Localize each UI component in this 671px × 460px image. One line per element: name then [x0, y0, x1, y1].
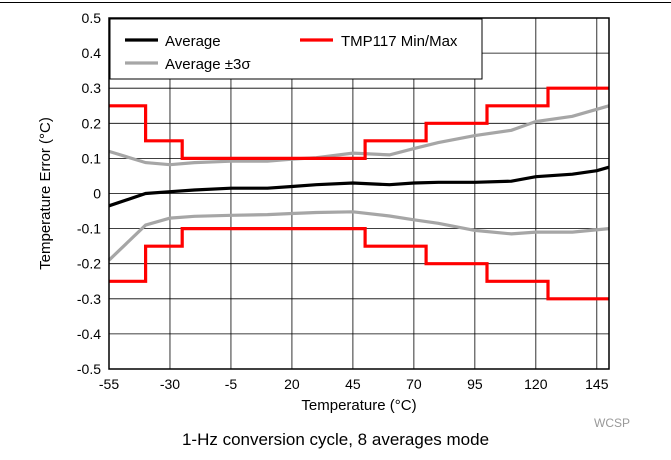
plot-frame — [108, 17, 610, 370]
y-tick-label: 0.5 — [82, 10, 102, 26]
y-tick-label: 0.4 — [82, 45, 102, 61]
x-axis-title: Temperature (°C) — [301, 397, 416, 414]
x-tick-label: 120 — [524, 376, 548, 392]
sigma-band-line — [108, 104, 610, 167]
legend-label: Average — [165, 33, 221, 50]
y-tick-label: -0.5 — [77, 361, 101, 377]
chart: -55 -30 -5 20 45 70 95 120 145 -0.5 -0.4 -0.3 -0.2 -0… — [37, 10, 610, 414]
legend: Average TMP117 Min/Max Average ±3σ — [109, 18, 483, 80]
tick-labels: -55 -30 -5 20 45 70 95 120 145 -0.5 -0.4 -0.3 -0.2 -0… — [77, 10, 609, 392]
legend-label: TMP117 Min/Max — [341, 33, 458, 50]
y-tick-label: -0.2 — [77, 256, 101, 272]
x-tick-label: -5 — [225, 376, 238, 392]
x-tick-label: -55 — [99, 376, 119, 392]
wcsp-label: WCSP — [594, 416, 630, 430]
y-tick-label: 0.1 — [82, 150, 102, 166]
y-tick-label: -0.4 — [77, 326, 101, 342]
caption: 1-Hz conversion cycle, 8 averages mode — [181, 430, 490, 449]
average-line — [108, 165, 610, 208]
x-tick-label: 20 — [284, 376, 300, 392]
x-tick-label: 95 — [467, 376, 483, 392]
legend-label: Average ±3σ — [165, 56, 251, 73]
y-tick-label: 0.3 — [82, 80, 102, 96]
x-tick-label: 45 — [345, 376, 361, 392]
y-tick-label: -0.1 — [77, 221, 101, 237]
y-axis-title: Temperature Error (°C) — [37, 117, 54, 270]
top-rule — [0, 2, 671, 3]
x-tick-label: -30 — [160, 376, 180, 392]
minmax-step-line — [109, 227, 609, 301]
y-tick-label: 0.2 — [82, 115, 102, 131]
series-layer — [107, 86, 610, 301]
y-tick-label: 0 — [93, 186, 101, 202]
x-tick-label: 70 — [406, 376, 422, 392]
x-tick-label: 145 — [585, 376, 609, 392]
sigma-band-line — [107, 210, 610, 262]
y-tick-label: -0.3 — [77, 291, 101, 307]
minmax-step-line — [109, 86, 609, 160]
legend-box — [109, 18, 483, 80]
